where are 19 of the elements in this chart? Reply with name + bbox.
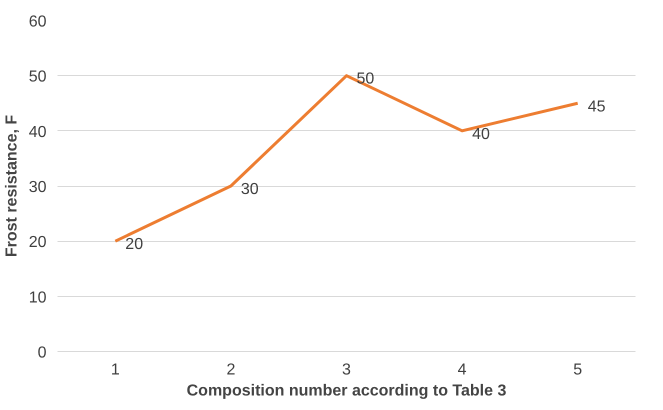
x-axis-title: Composition number according to Table 3 xyxy=(186,382,506,400)
y-tick-label: 20 xyxy=(28,234,47,252)
x-tick-label: 2 xyxy=(226,362,236,378)
y-tick-label: 50 xyxy=(28,68,47,86)
y-tick-label: 30 xyxy=(28,179,47,196)
data-label: 30 xyxy=(240,181,259,198)
x-tick-label: 1 xyxy=(110,362,120,378)
y-tick-label: 10 xyxy=(28,289,47,306)
y-axis-title: Frost resistance, F xyxy=(4,114,21,258)
data-label: 45 xyxy=(588,98,606,116)
data-label: 20 xyxy=(125,236,144,254)
y-tick-label: 60 xyxy=(28,14,47,30)
y-tick-label: 0 xyxy=(38,344,47,362)
y-tick-label: 40 xyxy=(28,124,47,141)
x-tick-label: 4 xyxy=(458,362,467,378)
data-label: 40 xyxy=(472,126,490,143)
x-tick-label: 5 xyxy=(573,362,582,378)
x-tick-label: 3 xyxy=(342,362,352,378)
data-label: 50 xyxy=(356,70,374,88)
